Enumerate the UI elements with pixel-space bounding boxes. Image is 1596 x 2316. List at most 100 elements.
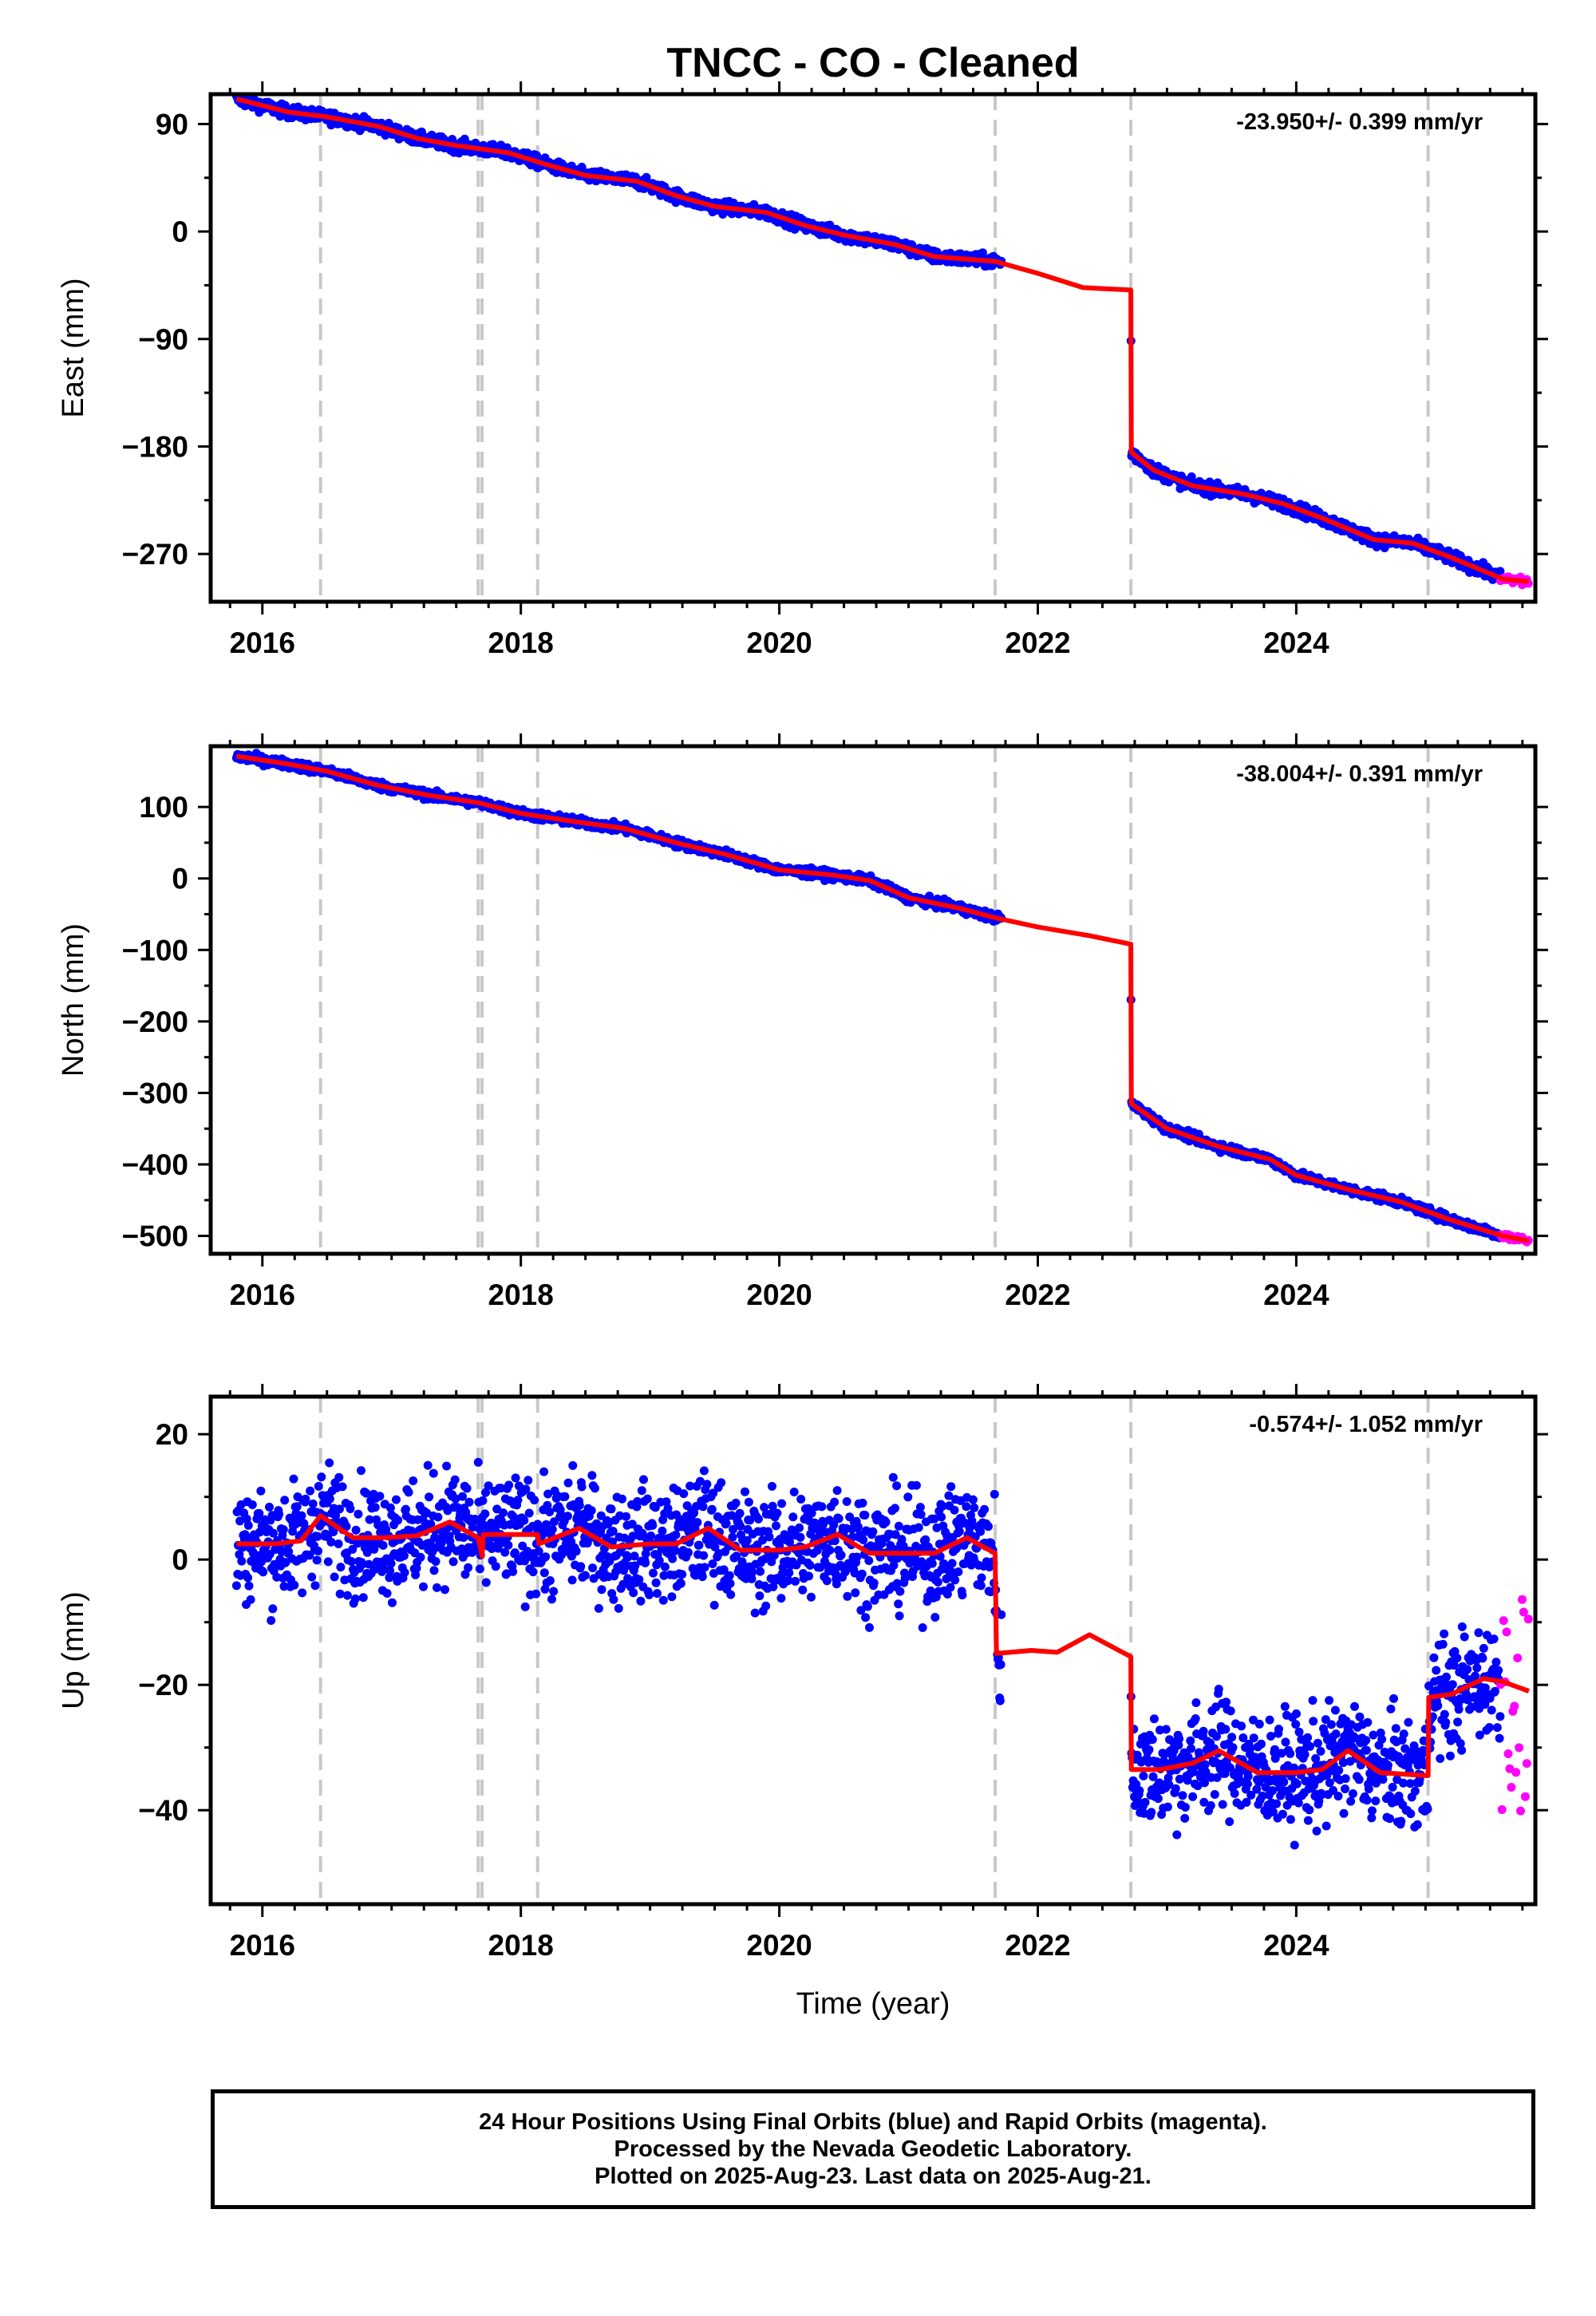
- final-point: [246, 1595, 255, 1604]
- y-axis-label: North (mm): [57, 923, 90, 1077]
- data-points-up: [231, 1457, 1533, 1850]
- final-point: [334, 1539, 343, 1548]
- final-point: [459, 1533, 468, 1542]
- final-point: [279, 1582, 289, 1591]
- final-point: [307, 1572, 317, 1582]
- final-point: [243, 1520, 253, 1530]
- final-point: [325, 1458, 334, 1468]
- x-tick-label: 2018: [488, 1279, 554, 1311]
- final-point: [411, 1570, 421, 1579]
- final-point: [614, 1603, 623, 1613]
- final-point: [323, 1557, 333, 1567]
- final-point: [259, 1567, 268, 1577]
- final-point: [493, 1543, 503, 1553]
- final-point: [370, 1503, 380, 1512]
- final-point: [563, 1512, 572, 1521]
- final-point: [325, 1494, 334, 1504]
- final-point: [312, 1555, 322, 1565]
- final-point: [358, 1593, 368, 1603]
- final-point: [419, 1582, 428, 1591]
- final-point: [243, 1573, 253, 1583]
- y-tick-label: 90: [156, 108, 188, 140]
- final-point: [297, 1511, 306, 1520]
- final-point: [369, 1544, 379, 1554]
- plot-frame: [208, 92, 1538, 604]
- final-point: [378, 1540, 388, 1550]
- final-point: [362, 1547, 372, 1557]
- final-point: [1495, 567, 1505, 576]
- y-tick-label: 0: [172, 863, 188, 895]
- final-point: [425, 1492, 434, 1502]
- x-tick-label: 2018: [488, 626, 554, 659]
- final-point: [358, 1559, 367, 1569]
- final-point: [1205, 477, 1215, 487]
- final-point: [326, 1537, 336, 1547]
- final-point: [520, 1556, 529, 1566]
- final-point: [400, 1567, 409, 1577]
- final-point: [364, 1559, 373, 1569]
- final-point: [539, 1467, 549, 1476]
- data-points-north: [231, 749, 1533, 1247]
- x-tick-label: 2016: [230, 626, 295, 659]
- final-point: [575, 1500, 584, 1510]
- final-point: [587, 1471, 597, 1480]
- final-point: [609, 1595, 618, 1604]
- x-tick-label: 2022: [1005, 1279, 1070, 1311]
- final-point: [385, 1503, 395, 1512]
- final-point: [568, 1460, 578, 1470]
- final-point: [388, 1598, 397, 1607]
- y-tick-label: −200: [122, 1006, 188, 1038]
- final-point: [521, 1484, 531, 1494]
- final-point: [299, 1519, 309, 1528]
- final-point: [571, 1547, 581, 1556]
- final-point: [392, 1495, 401, 1504]
- final-point: [464, 1563, 473, 1572]
- final-point: [519, 1516, 529, 1525]
- final-point: [284, 1547, 294, 1556]
- final-point: [458, 1492, 467, 1501]
- y-tick-label: −300: [122, 1077, 188, 1109]
- final-point: [416, 1552, 425, 1562]
- final-point: [393, 1516, 403, 1525]
- final-point: [577, 1482, 587, 1492]
- final-point: [338, 1482, 347, 1492]
- panel-north: 2016 2018 2020 2022 20241000−100−200−300−400…: [57, 733, 1548, 1311]
- final-point: [279, 1525, 288, 1535]
- final-point: [545, 1508, 555, 1516]
- final-point: [342, 1522, 351, 1531]
- final-point: [481, 1488, 490, 1497]
- final-point: [567, 1575, 577, 1585]
- final-point: [306, 1486, 315, 1496]
- y-tick-label: −100: [122, 934, 188, 966]
- final-point: [504, 1480, 514, 1490]
- final-point: [462, 1484, 472, 1493]
- x-tick-label: 2024: [1263, 626, 1329, 659]
- final-point: [348, 1544, 358, 1554]
- final-point: [523, 1476, 533, 1485]
- final-point: [301, 1494, 310, 1504]
- y-tick-label: −500: [122, 1220, 188, 1253]
- final-point: [431, 1557, 440, 1566]
- final-point: [576, 1562, 586, 1571]
- y-axis-label: East (mm): [57, 278, 90, 417]
- final-point: [480, 1509, 490, 1519]
- final-point: [231, 1581, 241, 1591]
- final-point: [588, 1563, 598, 1573]
- final-point: [563, 1478, 573, 1488]
- data-points-east: [231, 94, 1533, 590]
- final-point: [401, 1504, 410, 1514]
- final-point: [346, 1557, 356, 1566]
- final-point: [346, 1504, 355, 1513]
- final-point: [404, 1488, 413, 1497]
- final-point: [433, 1583, 441, 1592]
- final-point: [290, 1580, 299, 1590]
- final-point: [298, 1588, 307, 1598]
- final-point: [237, 1556, 247, 1566]
- final-point: [606, 1504, 616, 1514]
- final-point: [310, 1581, 320, 1591]
- final-point: [385, 1573, 394, 1583]
- final-point: [541, 1552, 551, 1562]
